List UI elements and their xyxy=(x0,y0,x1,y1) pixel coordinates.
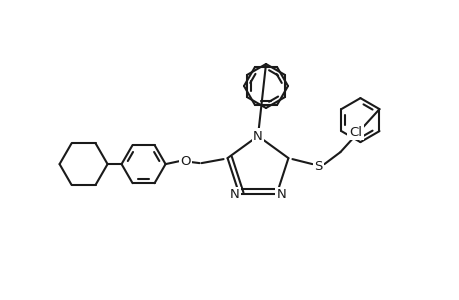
Text: N: N xyxy=(276,188,286,201)
Text: O: O xyxy=(180,154,190,168)
Text: N: N xyxy=(229,188,239,201)
Text: S: S xyxy=(313,160,322,172)
Text: Cl: Cl xyxy=(348,126,361,139)
Text: N: N xyxy=(252,130,262,142)
